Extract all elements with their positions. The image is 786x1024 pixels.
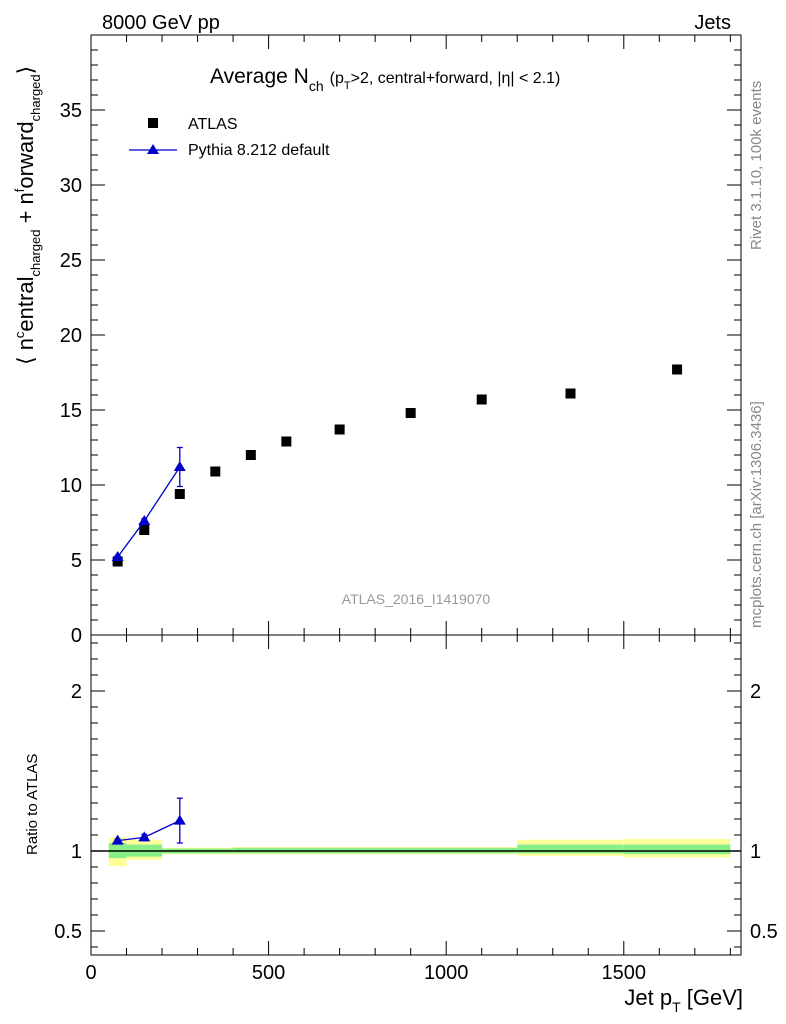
ratio-ytick-label-right: 2 xyxy=(750,681,761,703)
legend-label-pythia: Pythia 8.212 default xyxy=(188,142,330,159)
legend-marker-pythia xyxy=(147,144,159,154)
ratio-pythia-line xyxy=(117,820,181,842)
mcplots-label: mcplots.cern.ch [arXiv:1306.3436] xyxy=(748,401,765,628)
ratio-ytick-label: 2 xyxy=(71,681,82,703)
ratio-pythia-point xyxy=(173,814,186,825)
chart-title: Average Nch (pT>2, central+forward, |η| <… xyxy=(210,65,560,94)
ratio-pythia-point xyxy=(138,831,151,842)
ratio-axis-ticks: 0.5 0.5 1 1 2 2 0 500 1000 1500 xyxy=(54,642,778,984)
ratio-panel: 0.5 0.5 1 1 2 2 0 500 1000 1500 Ratio to ATLAS Je… xyxy=(24,634,778,1015)
ratio-frame xyxy=(90,634,742,956)
main-ytick-label: 20 xyxy=(60,325,82,347)
xtick-label: 1500 xyxy=(602,962,647,984)
energy-label: 8000 GeV pp xyxy=(102,12,220,34)
atlas-point xyxy=(334,424,345,435)
atlas-point xyxy=(405,408,416,418)
chart-title-sub: ch xyxy=(309,78,324,94)
main-axis-ticks: 0 5 10 15 20 25 30 35 xyxy=(60,35,741,955)
xtick-label: 1000 xyxy=(424,962,469,984)
atlas-point xyxy=(565,388,576,399)
main-ytick-label: 0 xyxy=(71,625,82,647)
main-ytick-label: 25 xyxy=(60,250,82,272)
xlabel: Jet pT [GeV] xyxy=(624,985,743,1015)
atlas-point xyxy=(281,436,292,447)
atlas-point xyxy=(476,394,487,405)
process-label: Jets xyxy=(694,12,731,34)
legend-marker-atlas xyxy=(148,118,158,128)
xtick-label: 0 xyxy=(85,962,96,984)
atlas-point xyxy=(139,525,150,535)
pythia-line xyxy=(117,466,181,558)
pythia-point xyxy=(111,551,124,561)
atlas-point xyxy=(245,450,256,460)
legend-label-atlas: ATLAS xyxy=(188,116,238,133)
ratio-ytick-label: 1 xyxy=(71,841,82,863)
ratio-ylabel: Ratio to ATLAS xyxy=(24,754,41,855)
ratio-series-layer xyxy=(111,797,186,845)
main-ytick-label: 5 xyxy=(71,550,82,572)
main-series-layer xyxy=(111,364,683,567)
atlas-point xyxy=(672,364,683,375)
legend: ATLAS Pythia 8.212 default xyxy=(129,116,330,159)
main-ytick-label: 35 xyxy=(60,100,82,122)
pythia-point xyxy=(173,461,186,471)
atlas-point xyxy=(210,466,221,477)
main-panel: 0 5 10 15 20 25 30 35 Average Nch (pT>2, central… xyxy=(12,34,742,955)
main-ytick-label: 30 xyxy=(60,175,82,197)
main-ylabel: ⟨ ncentralcharged + nforwardcharged⟩ xyxy=(12,66,43,365)
ratio-pythia-point xyxy=(111,834,124,845)
atlas-point xyxy=(174,489,185,499)
ratio-bands-layer xyxy=(91,837,741,867)
ratio-ytick-label-right: 1 xyxy=(750,841,761,863)
analysis-id: ATLAS_2016_I1419070 xyxy=(342,591,491,607)
xtick-label: 500 xyxy=(252,962,285,984)
atlas-point xyxy=(112,556,123,567)
main-ytick-label: 10 xyxy=(60,475,82,497)
ratio-stat-band xyxy=(517,844,624,854)
ratio-ytick-label-right: 0.5 xyxy=(750,921,778,943)
rivet-label: Rivet 3.1.10, 100k events xyxy=(748,81,765,250)
main-ytick-label: 15 xyxy=(60,400,82,422)
ratio-ytick-label: 0.5 xyxy=(54,921,82,943)
ratio-stat-band xyxy=(623,844,731,855)
pythia-point xyxy=(138,515,151,525)
